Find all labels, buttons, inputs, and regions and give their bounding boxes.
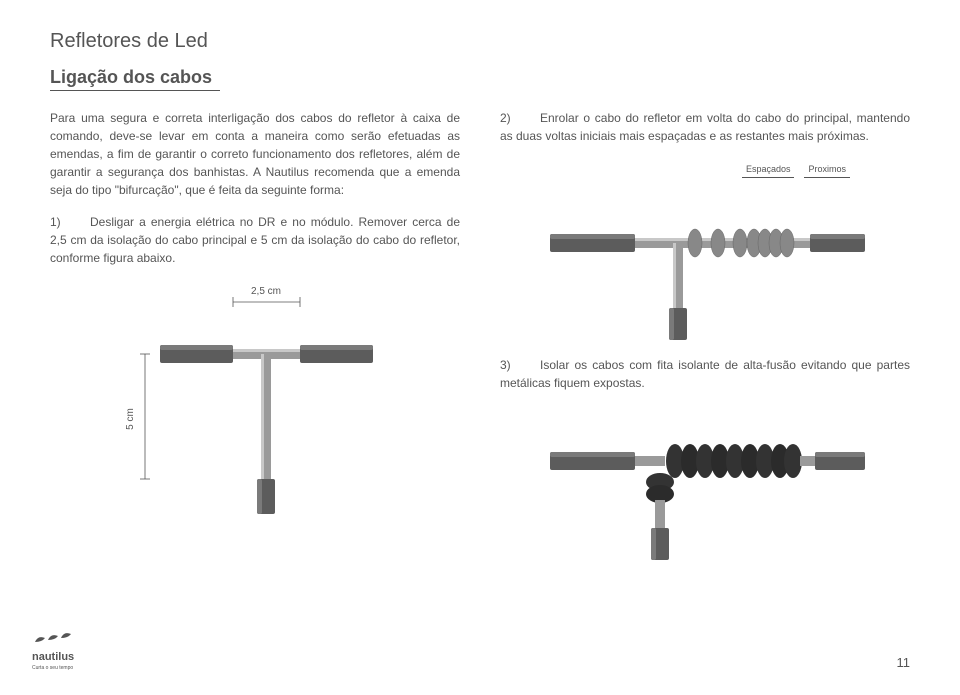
section-subtitle: Ligação dos cabos <box>50 67 220 91</box>
step-1-text: Desligar a energia elétrica no DR e no m… <box>50 215 460 265</box>
diagram-2-wrapped-cable <box>540 184 870 344</box>
left-column: Para uma segura e correta interligação d… <box>50 109 460 564</box>
brand-name: nautilus <box>32 651 74 663</box>
brand-logo: nautilus Curta o seu tempo <box>30 632 90 677</box>
page-title: Refletores de Led <box>50 30 910 53</box>
dim-horizontal: 2,5 cm <box>251 286 281 297</box>
right-column: 2)Enrolar o cabo do refletor em volta do… <box>500 109 910 564</box>
step-3: 3)Isolar os cabos com fita isolante de a… <box>500 356 910 392</box>
step-2: 2)Enrolar o cabo do refletor em volta do… <box>500 109 910 145</box>
step-1-number: 1) <box>50 213 90 231</box>
label-proximos: Proximos <box>804 163 850 178</box>
diagram-1-stripped-cables: 2,5 cm 5 cm <box>105 279 405 519</box>
brand-tagline: Curta o seu tempo <box>32 665 73 671</box>
label-espacados: Espaçados <box>742 163 795 178</box>
step-3-text: Isolar os cabos com fita isolante de alt… <box>500 358 910 390</box>
page-number: 11 <box>897 655 911 670</box>
dim-vertical: 5 cm <box>125 408 136 430</box>
intro-paragraph: Para uma segura e correta interligação d… <box>50 109 460 199</box>
step-2-text: Enrolar o cabo do refletor em volta do c… <box>500 111 910 143</box>
step-1: 1)Desligar a energia elétrica no DR e no… <box>50 213 460 267</box>
step-2-number: 2) <box>500 109 540 127</box>
step-3-number: 3) <box>500 356 540 374</box>
diagram-3-taped-cable <box>540 404 870 564</box>
